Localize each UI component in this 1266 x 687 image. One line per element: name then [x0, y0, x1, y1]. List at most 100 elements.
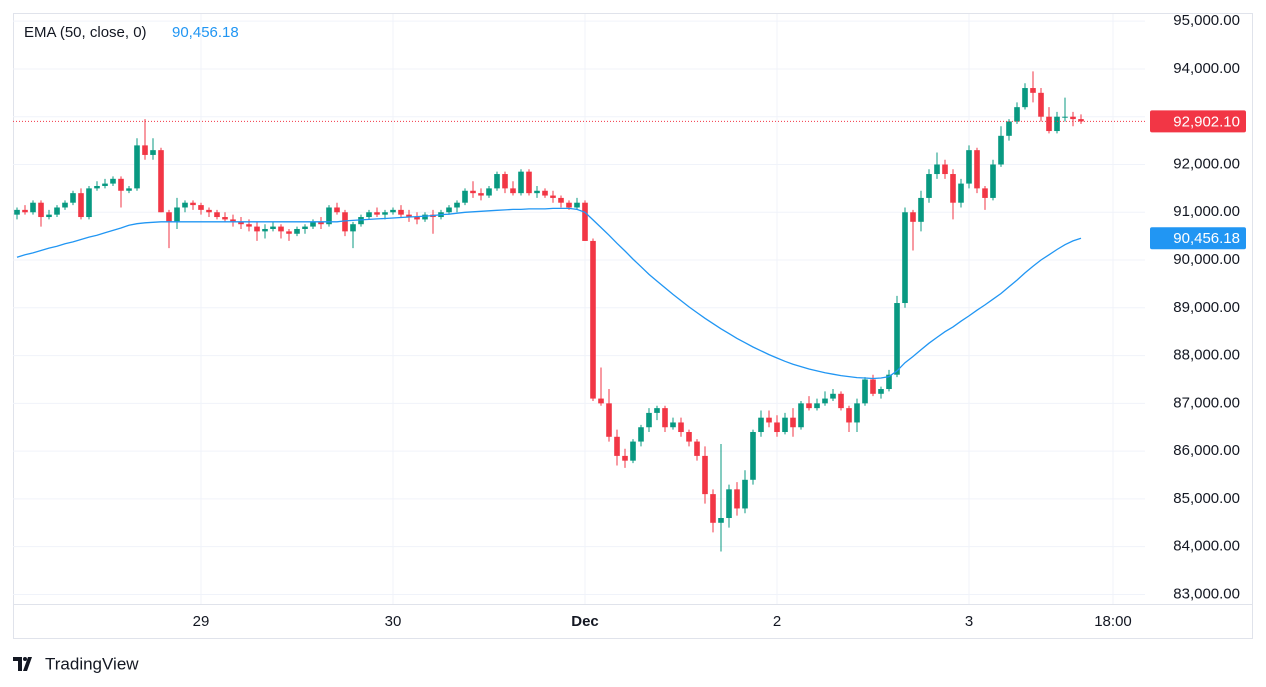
- candle-body: [534, 190, 540, 194]
- logo-icon: [13, 657, 32, 671]
- candle-body: [934, 164, 940, 175]
- candle-body: [1006, 121, 1012, 136]
- candle-body: [62, 202, 68, 208]
- candle-body: [126, 188, 132, 191]
- candle-body: [142, 145, 148, 155]
- candle-body: [878, 389, 884, 394]
- candle-body: [830, 393, 836, 399]
- x-tick-label: 29: [193, 613, 210, 630]
- candle-body: [990, 164, 996, 198]
- candle-body: [814, 403, 820, 409]
- candle-body: [70, 193, 76, 203]
- x-tick-label: 3: [965, 613, 973, 630]
- ema-value-label: 90,456.18: [1173, 230, 1240, 247]
- legend-name: EMA (50, close, 0): [24, 24, 147, 41]
- candle-body: [1038, 92, 1044, 117]
- candle-body: [622, 455, 628, 461]
- candle-body: [806, 403, 812, 409]
- y-tick-label: 92,000.00: [1173, 155, 1240, 172]
- logo-dot: [23, 657, 27, 661]
- legend-value: 90,456.18: [172, 24, 239, 41]
- candle-body: [654, 408, 660, 413]
- candle-body: [278, 226, 284, 232]
- candle-body: [414, 217, 420, 220]
- candle-body: [902, 212, 908, 304]
- candle-body: [774, 422, 780, 433]
- candle-body: [606, 403, 612, 437]
- candle-body: [638, 427, 644, 442]
- brand-logo: TradingView: [13, 654, 139, 673]
- candle-body: [942, 164, 948, 175]
- candle-body: [630, 441, 636, 461]
- candle-body: [614, 436, 620, 456]
- candle-body: [398, 209, 404, 215]
- candle-body: [422, 214, 428, 220]
- candle-body: [166, 212, 172, 222]
- x-tick-label: 30: [385, 613, 402, 630]
- candle-body: [510, 188, 516, 194]
- y-tick-label: 94,000.00: [1173, 60, 1240, 77]
- candle-body: [790, 417, 796, 428]
- x-tick-label: 2: [773, 613, 781, 630]
- candle-body: [1014, 107, 1020, 122]
- x-tick-label: Dec: [571, 613, 599, 630]
- candle-body: [302, 226, 308, 229]
- candle-body: [766, 417, 772, 423]
- candle-body: [334, 207, 340, 213]
- candle-body: [374, 212, 380, 215]
- candle-body: [702, 455, 708, 495]
- candle-body: [358, 217, 364, 225]
- candle-body: [982, 188, 988, 198]
- candle-body: [294, 228, 300, 234]
- candle-body: [406, 214, 412, 218]
- candle-body: [1030, 88, 1036, 93]
- candle-body: [382, 212, 388, 215]
- candle-body: [1078, 119, 1084, 122]
- candle-body: [286, 231, 292, 234]
- brand-name: TradingView: [45, 654, 139, 673]
- candle-body: [262, 228, 268, 232]
- candle-body: [30, 202, 36, 213]
- candle-body: [270, 226, 276, 229]
- candle-body: [582, 202, 588, 241]
- candle-body: [678, 422, 684, 433]
- candle-body: [918, 197, 924, 222]
- candle-body: [718, 518, 724, 523]
- candle-body: [1070, 116, 1076, 120]
- candle-body: [1046, 116, 1052, 132]
- ema-line: [16, 207, 1082, 380]
- candle-body: [910, 212, 916, 222]
- candle-body: [958, 183, 964, 203]
- candle-body: [998, 135, 1004, 165]
- candle-body: [734, 489, 740, 509]
- candle-body: [78, 193, 84, 218]
- candle-body: [190, 202, 196, 206]
- candle-body: [1022, 88, 1028, 108]
- candle-body: [118, 178, 124, 191]
- candle-body: [662, 408, 668, 428]
- candle-body: [526, 171, 532, 194]
- candle-body: [798, 403, 804, 428]
- candle-body: [838, 393, 844, 409]
- x-tick-label: 18:00: [1094, 613, 1132, 630]
- candle-body: [598, 398, 604, 404]
- candle-body: [14, 209, 20, 215]
- candle-body: [238, 221, 244, 225]
- candle-body: [214, 212, 220, 218]
- candle-body: [102, 183, 108, 186]
- candle-body: [646, 412, 652, 428]
- candle-body: [54, 207, 60, 215]
- y-tick-label: 86,000.00: [1173, 442, 1240, 459]
- candle-body: [1062, 116, 1068, 118]
- candle-body: [574, 202, 580, 208]
- candle-body: [478, 193, 484, 196]
- y-tick-label: 85,000.00: [1173, 490, 1240, 507]
- candle-body: [670, 422, 676, 428]
- candle-body: [558, 197, 564, 203]
- candle-body: [158, 150, 164, 213]
- y-tick-label: 89,000.00: [1173, 299, 1240, 316]
- candle-body: [222, 217, 228, 220]
- candle-body: [390, 209, 396, 213]
- candle-body: [254, 226, 260, 232]
